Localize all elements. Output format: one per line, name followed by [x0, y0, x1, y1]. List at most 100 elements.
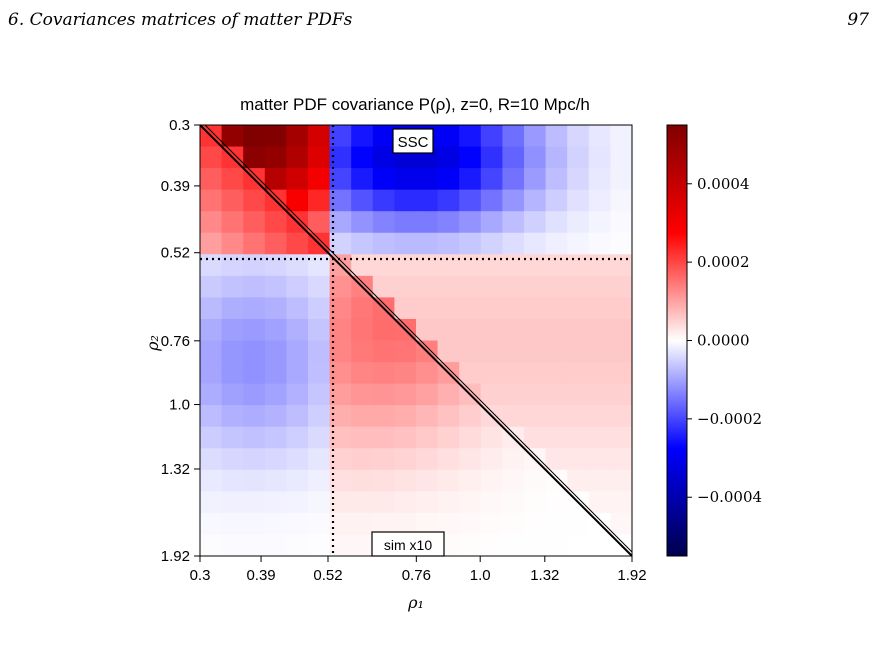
colorbar-tick-label: 0.0000 — [697, 332, 750, 350]
ssc-label: SSC — [398, 134, 429, 151]
x-tick-label: 1.0 — [470, 567, 491, 584]
heatmap-cell — [416, 254, 439, 277]
heatmap-cell — [308, 362, 331, 385]
heatmap-cell — [480, 340, 503, 363]
heatmap-cell — [588, 189, 611, 212]
y-axis-label: ρ₂ — [143, 335, 162, 352]
heatmap-cell — [329, 211, 352, 234]
colorbar-tick-label: −0.0004 — [697, 488, 762, 506]
heatmap-cell — [221, 448, 244, 471]
ssc-label-box: SSC — [392, 128, 434, 154]
heatmap-cell — [221, 297, 244, 320]
heatmap-cell — [329, 125, 352, 148]
heatmap-cell — [480, 189, 503, 212]
heatmap-cell — [394, 383, 417, 406]
heatmap-cell — [480, 146, 503, 169]
heatmap-cell — [243, 146, 266, 169]
colorbar-tick-label: 0.0004 — [697, 175, 750, 193]
heatmap-cell — [200, 189, 223, 212]
heatmap-cell — [308, 426, 331, 449]
heatmap-cell — [567, 469, 590, 492]
heatmap-cell — [243, 297, 266, 320]
heatmap-cell — [329, 469, 352, 492]
heatmap-cell — [610, 254, 633, 277]
heatmap-cell — [351, 469, 374, 492]
heatmap-cell — [459, 125, 482, 148]
heatmap-cell — [502, 275, 525, 298]
heatmap-cell — [351, 491, 374, 514]
heatmap-cell — [286, 383, 309, 406]
heatmap-cell — [264, 232, 287, 255]
heatmap-cell — [243, 362, 266, 385]
colorbar — [666, 124, 688, 557]
sim-label-box: sim x10 — [371, 531, 445, 557]
heatmap-cell — [221, 491, 244, 514]
heatmap-cell — [545, 146, 568, 169]
heatmap-cell — [524, 125, 547, 148]
heatmap-cell — [416, 405, 439, 428]
heatmap-cell — [459, 168, 482, 191]
heatmap-cell — [567, 362, 590, 385]
heatmap-cell — [264, 383, 287, 406]
heatmap-cell — [437, 254, 460, 277]
heatmap-cell — [610, 146, 633, 169]
heatmap-cell — [524, 254, 547, 277]
heatmap-cell — [286, 512, 309, 535]
heatmap-cell — [502, 512, 525, 535]
y-axis-ticks: 0.3 0.39 0.52 0.76 1.0 1.32 1.92 — [161, 117, 200, 565]
heatmap-cell — [243, 232, 266, 255]
heatmap-cell — [502, 211, 525, 234]
heatmap-cell — [329, 146, 352, 169]
heatmap-cell — [200, 211, 223, 234]
heatmap-cell — [200, 146, 223, 169]
heatmap-cell — [567, 318, 590, 341]
heatmap-cell — [437, 318, 460, 341]
heatmap-cell — [416, 512, 439, 535]
heatmap-cell — [264, 512, 287, 535]
heatmap-cell — [372, 426, 395, 449]
heatmap-cell — [286, 254, 309, 277]
heatmap-cell — [567, 405, 590, 428]
heatmap-cell — [308, 491, 331, 514]
heatmap-cell — [264, 146, 287, 169]
heatmap-cell — [372, 469, 395, 492]
heatmap-cell — [329, 491, 352, 514]
diagonal-line-offset — [204, 124, 633, 553]
heatmap-cell — [372, 254, 395, 277]
heatmap-cell — [372, 405, 395, 428]
heatmap-cell — [545, 448, 568, 471]
heatmap-cell — [567, 254, 590, 277]
heatmap-cell — [588, 125, 611, 148]
heatmap-cell — [502, 318, 525, 341]
y-tick-label: 1.0 — [169, 397, 190, 414]
heatmap-cell — [610, 318, 633, 341]
heatmap-cell — [372, 189, 395, 212]
heatmap-cell — [610, 168, 633, 191]
heatmap-cell — [264, 448, 287, 471]
heatmap-cell — [588, 534, 611, 557]
heatmap-cell — [480, 318, 503, 341]
heatmap-cell — [243, 383, 266, 406]
heatmap-cell — [329, 297, 352, 320]
heatmap-cell — [524, 491, 547, 514]
heatmap-cell — [480, 275, 503, 298]
heatmap-cell — [200, 491, 223, 514]
heatmap-cell — [480, 383, 503, 406]
heatmap-cell — [459, 189, 482, 212]
heatmap-cell — [372, 491, 395, 514]
heatmap-cell — [502, 297, 525, 320]
y-tick-label: 0.76 — [161, 333, 190, 350]
heatmap-cell — [264, 318, 287, 341]
heatmap-cell — [459, 448, 482, 471]
heatmap-cell — [459, 491, 482, 514]
heatmap-cell — [308, 318, 331, 341]
heatmap-cell — [286, 168, 309, 191]
colorbar-ticks: 0.0004 0.0002 0.0000 −0.0002 −0.0004 — [687, 175, 762, 506]
heatmap-cell — [372, 362, 395, 385]
heatmap-cell — [437, 491, 460, 514]
heatmap-cell — [286, 491, 309, 514]
y-tick-label: 1.92 — [161, 548, 190, 565]
heatmap-cell — [264, 469, 287, 492]
heatmap-cell — [394, 512, 417, 535]
heatmap-cell — [480, 232, 503, 255]
